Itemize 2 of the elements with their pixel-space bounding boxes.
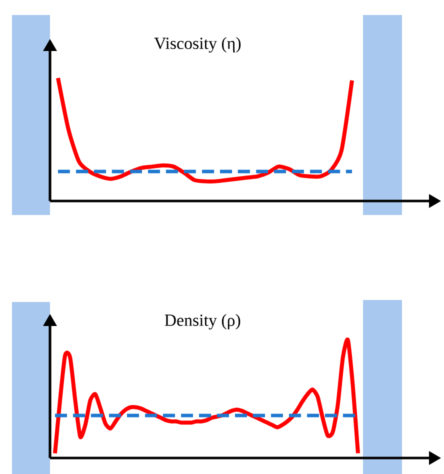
chart-title: Viscosity (η) <box>154 37 241 53</box>
chart-title: Density (ρ) <box>164 314 240 330</box>
